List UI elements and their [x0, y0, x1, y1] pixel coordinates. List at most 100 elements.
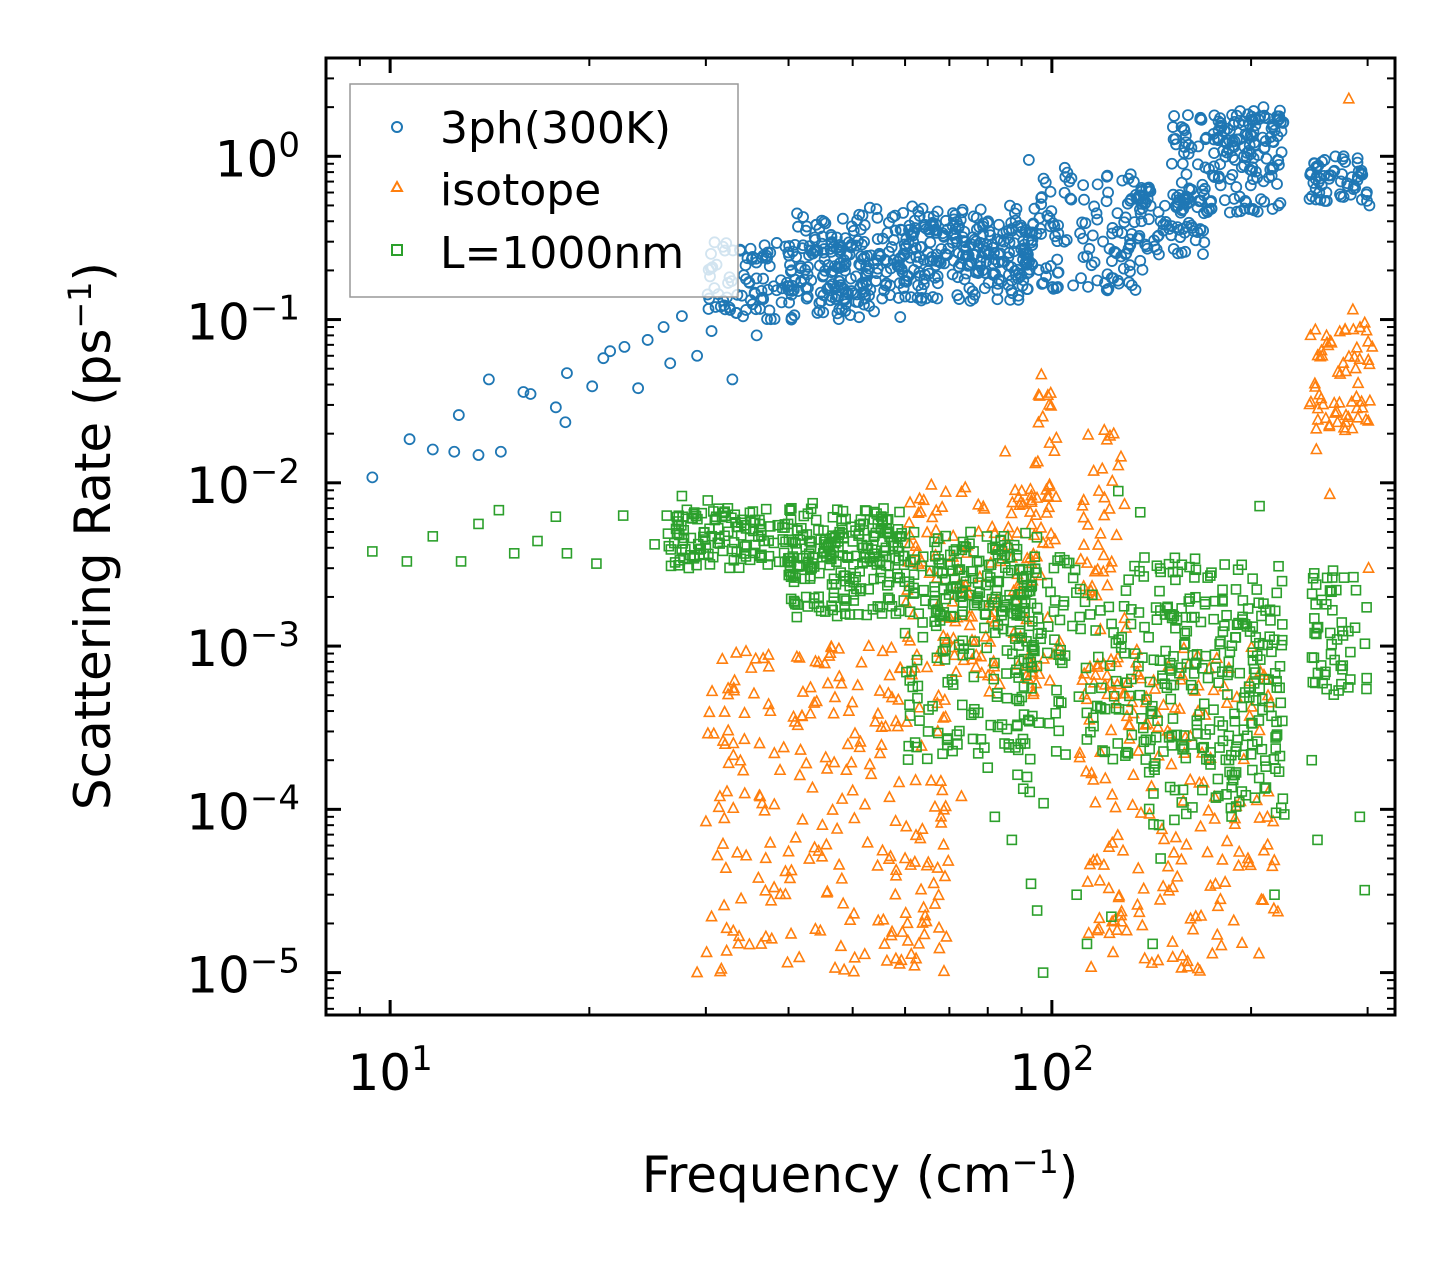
data-point: [861, 250, 873, 262]
data-point: [1176, 797, 1188, 808]
data-point: [739, 644, 753, 657]
data-point: [1249, 792, 1261, 803]
data-point: [739, 519, 750, 531]
data-point: [1093, 651, 1104, 663]
legend-label-boundary: L=1000nm: [440, 228, 684, 279]
data-point: [482, 373, 495, 386]
data-point: [1085, 259, 1098, 272]
data-point: [1212, 773, 1224, 785]
data-point: [1229, 715, 1241, 727]
data-point: [1110, 923, 1124, 936]
data-point: [1242, 603, 1254, 614]
data-point: [968, 707, 980, 719]
data-point: [1164, 781, 1176, 793]
data-point: [1025, 517, 1038, 530]
data-point: [729, 645, 743, 658]
data-point: [691, 349, 704, 362]
data-point: [709, 514, 721, 526]
data-point: [867, 257, 880, 270]
data-point: [1121, 674, 1134, 687]
data-point: [1090, 852, 1104, 865]
data-point: [934, 773, 948, 787]
data-point: [690, 965, 704, 978]
data-point: [858, 797, 872, 810]
data-point: [971, 223, 983, 236]
data-point: [1327, 572, 1338, 583]
data-point: [1131, 861, 1145, 874]
data-point: [844, 272, 857, 285]
data-point: [785, 313, 798, 326]
data-point: [892, 572, 904, 583]
data-point: [905, 667, 919, 680]
data-point: [914, 882, 928, 895]
data-point: [737, 310, 749, 323]
data-point: [1270, 732, 1281, 743]
data-point: [1217, 720, 1229, 731]
data-point: [1350, 584, 1362, 596]
data-point: [847, 536, 859, 547]
data-point: [759, 851, 773, 864]
data-point: [676, 544, 687, 555]
data-point: [899, 537, 911, 549]
data-point: [1128, 216, 1141, 229]
data-point: [965, 609, 979, 622]
data-point: [717, 811, 731, 824]
data-point: [1303, 193, 1316, 205]
data-point: [861, 540, 872, 552]
data-point: [981, 531, 993, 542]
data-point: [979, 622, 990, 634]
data-point: [1031, 602, 1043, 614]
data-point: [946, 236, 959, 249]
data-point: [1081, 707, 1093, 719]
data-point: [999, 599, 1010, 611]
data-point: [1100, 195, 1113, 208]
data-point: [842, 703, 856, 716]
data-point: [951, 557, 963, 568]
data-point: [841, 595, 852, 606]
data-point: [874, 556, 886, 568]
data-point: [967, 573, 979, 584]
data-point: [802, 851, 816, 864]
data-point: [718, 704, 731, 717]
data-point: [838, 292, 851, 305]
data-point: [1073, 691, 1085, 702]
data-point: [1043, 673, 1057, 686]
data-point: [917, 493, 931, 506]
data-point: [524, 388, 537, 400]
data-point: [1185, 183, 1198, 196]
data-point: [892, 775, 906, 788]
data-point: [675, 310, 688, 322]
data-point: [1327, 396, 1341, 409]
data-point: [559, 416, 572, 429]
data-point: [803, 548, 815, 559]
data-point: [1194, 709, 1206, 720]
data-point: [848, 950, 861, 963]
data-point: [1171, 191, 1183, 204]
data-point: [815, 849, 829, 862]
data-point: [1314, 193, 1327, 206]
data-point: [1219, 559, 1230, 570]
data-point: [1124, 194, 1137, 207]
data-point: [1117, 262, 1130, 275]
data-point: [1022, 714, 1034, 726]
data-point: [1127, 767, 1140, 780]
data-point: [1338, 322, 1352, 335]
data-point: [1120, 585, 1132, 596]
data-point: [1205, 747, 1216, 758]
data-point: [754, 514, 765, 526]
data-point: [1114, 908, 1128, 921]
data-point: [739, 848, 753, 861]
data-point: [819, 750, 833, 763]
data-point: [1157, 697, 1170, 710]
data-point: [472, 449, 485, 461]
data-point: [1222, 669, 1233, 681]
data-point: [780, 536, 791, 548]
data-point: [910, 647, 924, 660]
data-point: [802, 601, 814, 612]
data-point: [1232, 858, 1245, 871]
data-point: [1361, 602, 1372, 613]
data-point: [1144, 199, 1157, 212]
data-point: [932, 604, 943, 615]
data-point: [1077, 251, 1090, 264]
data-point: [1206, 946, 1219, 959]
